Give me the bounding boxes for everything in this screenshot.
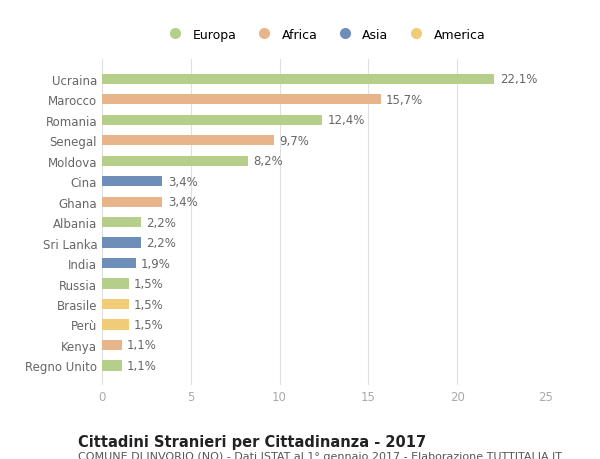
Bar	[102, 136, 274, 146]
Bar	[102, 299, 128, 309]
Text: 15,7%: 15,7%	[386, 94, 424, 106]
Text: 2,2%: 2,2%	[146, 236, 176, 250]
Text: 22,1%: 22,1%	[500, 73, 537, 86]
Text: 9,7%: 9,7%	[280, 134, 310, 147]
Bar	[102, 177, 163, 187]
Legend: Europa, Africa, Asia, America: Europa, Africa, Asia, America	[158, 23, 490, 46]
Text: 3,4%: 3,4%	[168, 196, 197, 209]
Text: Cittadini Stranieri per Cittadinanza - 2017: Cittadini Stranieri per Cittadinanza - 2…	[78, 434, 426, 449]
Text: 1,9%: 1,9%	[141, 257, 171, 270]
Bar	[102, 74, 494, 85]
Text: 1,5%: 1,5%	[134, 318, 164, 331]
Text: 1,1%: 1,1%	[127, 359, 157, 372]
Bar	[102, 218, 141, 228]
Text: 1,1%: 1,1%	[127, 339, 157, 352]
Bar	[102, 95, 381, 105]
Text: 1,5%: 1,5%	[134, 277, 164, 291]
Bar	[102, 319, 128, 330]
Bar	[102, 340, 122, 350]
Bar	[102, 156, 248, 167]
Bar	[102, 197, 163, 207]
Text: 12,4%: 12,4%	[328, 114, 365, 127]
Bar	[102, 279, 128, 289]
Text: 3,4%: 3,4%	[168, 175, 197, 188]
Bar	[102, 238, 141, 248]
Text: 2,2%: 2,2%	[146, 216, 176, 229]
Text: COMUNE DI INVORIO (NO) - Dati ISTAT al 1° gennaio 2017 - Elaborazione TUTTITALIA: COMUNE DI INVORIO (NO) - Dati ISTAT al 1…	[78, 451, 562, 459]
Text: 8,2%: 8,2%	[253, 155, 283, 168]
Bar	[102, 360, 122, 371]
Text: 1,5%: 1,5%	[134, 298, 164, 311]
Bar	[102, 258, 136, 269]
Bar	[102, 115, 322, 126]
